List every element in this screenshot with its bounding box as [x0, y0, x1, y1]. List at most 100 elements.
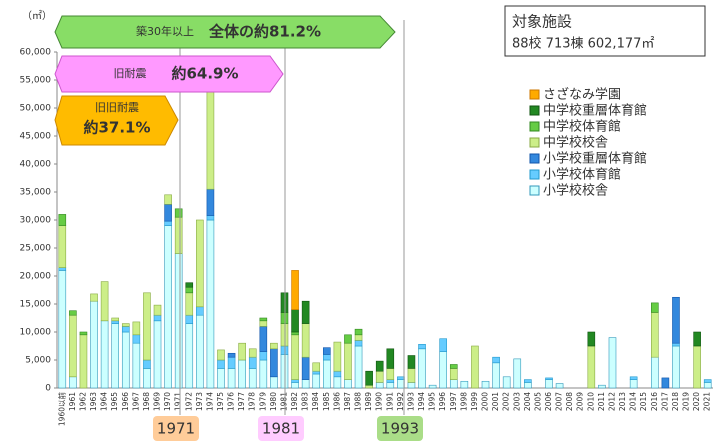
- y-tick-label: 20,000: [20, 272, 52, 282]
- facility-box: [504, 5, 706, 57]
- bar-segment: [291, 331, 299, 336]
- bar-segment: [587, 331, 596, 347]
- y-tick-label: 25,000: [20, 244, 52, 254]
- bar-segment: [248, 348, 257, 358]
- bar-segment: [323, 359, 331, 389]
- y-tick-label: 30,000: [20, 216, 52, 226]
- bar-segment: [291, 382, 299, 389]
- y-tick-label: 45,000: [20, 132, 52, 142]
- ann-oldold-pct: 約37.1%: [83, 119, 150, 137]
- x-tick-label: 2016: [650, 392, 659, 411]
- legend-swatch: [529, 137, 540, 148]
- x-tick-label: 2015: [639, 392, 648, 411]
- x-tick-label: 2010: [586, 392, 595, 411]
- bar-segment: [291, 379, 299, 383]
- year-tag: 1971: [157, 420, 195, 438]
- facility-summary: 88校 713棟 602,177㎡: [512, 36, 654, 52]
- bar-segment: [90, 300, 98, 389]
- bar-segment: [174, 253, 183, 389]
- bar-segment: [58, 225, 67, 268]
- band-over30: [54, 15, 396, 49]
- y-unit: （㎡）: [22, 10, 52, 22]
- bar-segment: [672, 342, 680, 347]
- bar-segment: [439, 351, 447, 389]
- bar-segment: [354, 345, 363, 389]
- x-tick-label: 1968: [142, 392, 151, 411]
- bar-segment: [100, 320, 109, 389]
- x-tick-label: 1999: [470, 392, 479, 411]
- x-tick-label: 2014: [629, 392, 638, 411]
- bar-segment: [397, 379, 405, 389]
- y-tick-label: 55,000: [20, 76, 52, 86]
- x-tick-label: 1991: [385, 392, 394, 411]
- bar-segment: [69, 376, 77, 389]
- bar-segment: [333, 341, 342, 372]
- bar-segment: [449, 368, 458, 380]
- bar-segment: [248, 356, 257, 369]
- bar-segment: [185, 282, 194, 288]
- bar-segment: [672, 345, 680, 389]
- bar-segment: [185, 286, 194, 294]
- bar-segment: [164, 204, 172, 222]
- x-tick-label: 2005: [533, 392, 542, 411]
- bar-segment: [375, 382, 384, 389]
- bar-segment: [629, 376, 638, 380]
- x-tick-label: 1962: [78, 392, 87, 411]
- bar-segment: [58, 270, 67, 389]
- year-tag: 1993: [381, 420, 419, 438]
- legend-label: 中学校重層体育館: [543, 103, 647, 119]
- bar-segment: [365, 370, 373, 386]
- bar-segment: [418, 348, 426, 389]
- legend-label: 小学校重層体育館: [543, 151, 647, 167]
- bar-segment: [185, 323, 194, 389]
- bar-segment: [164, 194, 172, 205]
- x-tick-label: 1985: [322, 392, 331, 411]
- bar-segment: [651, 312, 659, 358]
- bar-segment: [598, 384, 606, 389]
- x-tick-label: 1967: [131, 392, 140, 411]
- x-tick-label: 1994: [417, 392, 426, 411]
- x-tick-label: 1988: [354, 392, 363, 411]
- bar-segment: [280, 292, 289, 313]
- x-tick-label: 1995: [428, 392, 437, 411]
- bar-segment: [206, 215, 215, 221]
- bar-segment: [121, 323, 130, 327]
- bar-segment: [449, 379, 458, 389]
- x-tick-label: 2002: [502, 392, 511, 411]
- bar-segment: [79, 331, 88, 336]
- bar-segment: [407, 368, 416, 383]
- x-tick-label: 2021: [703, 392, 712, 411]
- bar-segment: [111, 317, 119, 322]
- bar-segment: [227, 356, 236, 369]
- bar-segment: [217, 349, 225, 361]
- bar-segment: [185, 314, 194, 324]
- bar-segment: [555, 383, 564, 389]
- x-tick-label: 1963: [89, 392, 98, 411]
- bar-segment: [153, 320, 162, 389]
- x-tick-label: 2003: [512, 392, 521, 411]
- bar-segment: [206, 219, 215, 389]
- x-tick-label: 1992: [396, 392, 405, 411]
- x-tick-label: 1975: [216, 392, 225, 411]
- bar-segment: [354, 328, 363, 336]
- legend-label: 小学校体育館: [543, 167, 621, 183]
- bar-segment: [312, 373, 321, 389]
- y-tick-label: 10,000: [20, 328, 52, 338]
- x-tick-label: 2012: [607, 392, 616, 411]
- bar-segment: [132, 334, 141, 344]
- x-tick-label: 1998: [459, 392, 468, 411]
- plot: 0 5,000 10,000 15,000 20,000 25,000 30,000 35,0…: [20, 48, 713, 426]
- x-tick-label: 2013: [618, 392, 627, 411]
- x-tick-label: 2000: [481, 392, 490, 411]
- bar-segment: [248, 368, 257, 389]
- x-tick-label: 1965: [110, 392, 119, 411]
- x-tick-label: 1987: [343, 392, 352, 411]
- bar-segment: [58, 214, 67, 226]
- legend-label: 中学校校舎: [543, 135, 608, 151]
- bar-segment: [354, 334, 363, 341]
- x-tick-label: 2004: [523, 392, 532, 411]
- bar-segment: [672, 296, 680, 344]
- x-tick-label: 1989: [364, 392, 373, 411]
- y-tick-label: 60,000: [20, 48, 52, 58]
